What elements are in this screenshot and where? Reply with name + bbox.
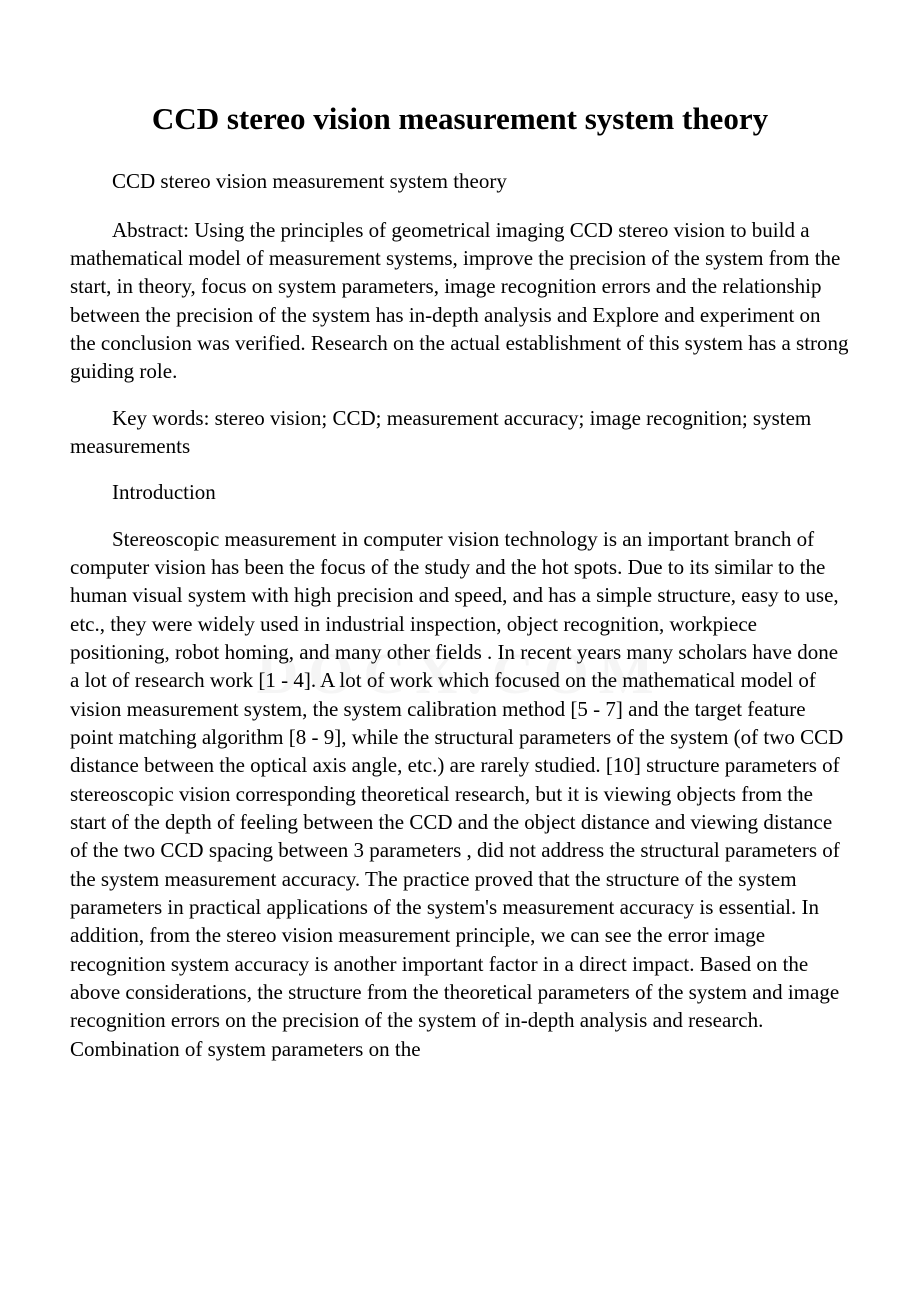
keywords-paragraph: Key words: stereo vision; CCD; measureme… <box>70 404 850 461</box>
document-subtitle: CCD stereo vision measurement system the… <box>70 167 850 195</box>
abstract-paragraph: Abstract: Using the principles of geomet… <box>70 216 850 386</box>
document-title: CCD stereo vision measurement system the… <box>70 100 850 137</box>
introduction-body: Stereoscopic measurement in computer vis… <box>70 525 850 1064</box>
introduction-heading: Introduction <box>70 478 850 506</box>
